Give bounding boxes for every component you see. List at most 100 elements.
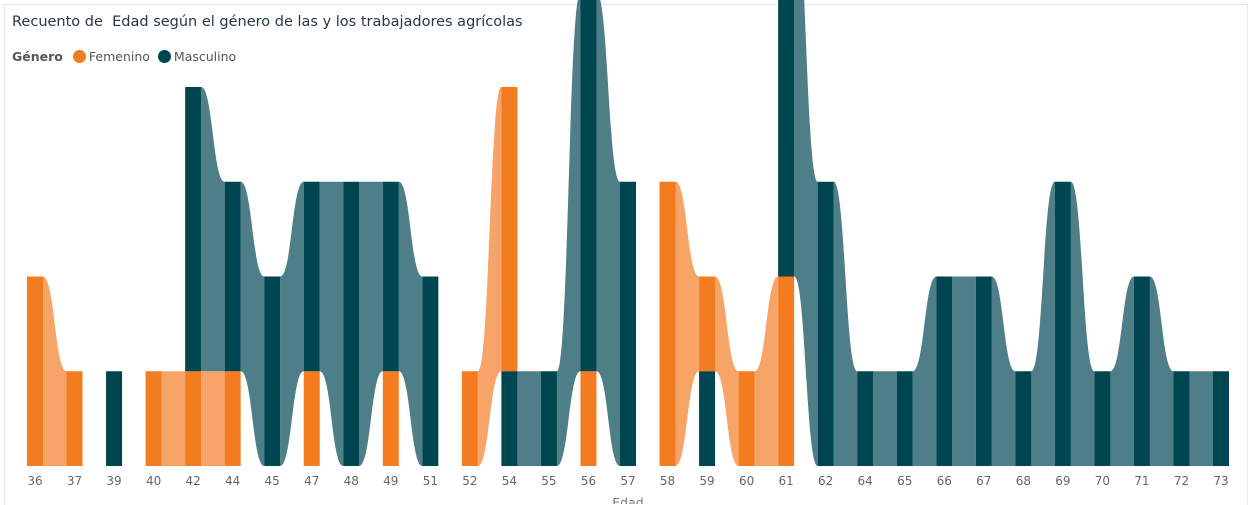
x-tick-label: 44 [225, 474, 240, 488]
bar-femenino-60[interactable] [738, 371, 755, 466]
ribbon-m-49-51 [398, 181, 423, 466]
ribbon-m-44-45 [240, 181, 265, 466]
bar-masculino-47[interactable] [303, 181, 320, 372]
ribbon-m-56-57 [596, 0, 620, 466]
bar-masculino-71[interactable] [1133, 276, 1150, 467]
ribbon-m-55-56 [556, 0, 581, 466]
bar-femenino-49[interactable] [382, 371, 399, 466]
x-tick-label: 47 [304, 474, 319, 488]
bar-masculino-48[interactable] [343, 181, 360, 466]
bar-masculino-66[interactable] [936, 276, 953, 467]
x-axis-label: Edad [612, 495, 643, 504]
x-tick-label: 42 [185, 474, 200, 488]
ribbon-m-54-55 [517, 371, 541, 466]
ribbon-m-65-66 [912, 276, 937, 466]
legend: Género Femenino Masculino [12, 49, 244, 64]
x-tick-label: 62 [818, 474, 833, 488]
ribbon-m-47-48 [319, 181, 344, 466]
ribbon-m-48-49 [359, 181, 383, 466]
ribbon-f-58-59 [675, 181, 700, 466]
ribbon-m-42-44 [201, 87, 225, 372]
bar-femenino-36[interactable] [27, 276, 43, 467]
x-tick-label: 49 [383, 474, 398, 488]
x-tick-label: 67 [976, 474, 991, 488]
ribbon-f-42-44 [201, 371, 225, 466]
bar-masculino-45[interactable] [264, 276, 281, 467]
ribbon-m-61-62 [794, 0, 818, 466]
ribbon-f-60-61 [754, 276, 779, 466]
ribbon-f-36-37 [43, 276, 67, 466]
bar-masculino-61[interactable] [778, 0, 795, 277]
ribbon-m-69-70 [1070, 181, 1095, 466]
bar-masculino-67[interactable] [975, 276, 992, 467]
bar-femenino-47[interactable] [303, 371, 320, 466]
ribbon-m-68-69 [1031, 181, 1055, 466]
x-tick-label: 68 [1016, 474, 1031, 488]
ribbon-f-40-42 [161, 371, 186, 466]
x-tick-label: 60 [739, 474, 754, 488]
x-tick-label: 61 [778, 474, 793, 488]
x-tick-label: 66 [937, 474, 952, 488]
bar-masculino-65[interactable] [896, 371, 913, 466]
ribbon-m-72-73 [1189, 371, 1213, 466]
ribbon-m-67-68 [991, 276, 1016, 466]
legend-item-femenino[interactable]: Femenino [72, 49, 150, 64]
bar-masculino-54[interactable] [501, 371, 518, 466]
bar-masculino-42[interactable] [185, 87, 202, 372]
x-axis-ticks: 36 37 39 40 42 44 45 47 48 49 51 52 54 55 56 57 58 59 60 61… [27, 474, 1228, 488]
x-tick-label: 72 [1174, 474, 1189, 488]
x-tick-label: 37 [67, 474, 82, 488]
bar-masculino-49[interactable] [382, 181, 399, 372]
bar-femenino-59[interactable] [699, 276, 716, 372]
bar-femenino-56[interactable] [580, 371, 597, 466]
ribbon-m-66-67 [952, 276, 976, 466]
legend-item-masculino[interactable]: Masculino [157, 49, 237, 64]
ribbon-f-59-60 [715, 276, 739, 466]
ribbon-f-52-54 [477, 87, 502, 466]
bar-femenino-42[interactable] [185, 371, 202, 466]
bar-femenino-40[interactable] [145, 371, 162, 466]
ribbons-layer [43, 0, 1213, 466]
bar-masculino-69[interactable] [1054, 181, 1071, 466]
bar-masculino-39[interactable] [106, 371, 123, 466]
bar-femenino-54[interactable] [501, 87, 518, 372]
x-tick-label: 59 [699, 474, 714, 488]
ribbon-m-45-47 [280, 181, 304, 466]
x-tick-label: 54 [502, 474, 517, 488]
bar-masculino-56[interactable] [580, 0, 597, 372]
x-tick-label: 58 [660, 474, 675, 488]
x-tick-label: 57 [620, 474, 635, 488]
ribbon-m-62-64 [833, 181, 858, 466]
legend-label-femenino: Femenino [88, 49, 150, 64]
bar-femenino-61[interactable] [778, 276, 795, 467]
bar-femenino-37[interactable] [66, 371, 83, 466]
x-tick-label: 36 [27, 474, 42, 488]
bar-femenino-44[interactable] [224, 371, 241, 466]
legend-swatch-femenino [72, 50, 86, 63]
legend-label-masculino: Masculino [173, 49, 237, 64]
bar-femenino-58[interactable] [659, 181, 676, 466]
x-tick-label: 55 [541, 474, 556, 488]
bar-masculino-55[interactable] [540, 371, 557, 466]
bar-masculino-51[interactable] [422, 276, 439, 467]
legend-swatch-masculino [157, 50, 171, 63]
x-tick-label: 40 [146, 474, 161, 488]
ribbon-m-64-65 [873, 371, 897, 466]
bar-masculino-44[interactable] [224, 181, 241, 372]
bar-masculino-57[interactable] [620, 181, 636, 466]
x-tick-label: 73 [1213, 474, 1228, 488]
x-tick-label: 69 [1055, 474, 1070, 488]
bar-masculino-59[interactable] [699, 371, 716, 466]
bar-masculino-62[interactable] [817, 181, 834, 466]
bar-femenino-52[interactable] [461, 371, 478, 466]
x-tick-label: 48 [344, 474, 359, 488]
bar-masculino-72[interactable] [1173, 371, 1190, 466]
bar-masculino-73[interactable] [1213, 371, 1229, 466]
bar-masculino-70[interactable] [1094, 371, 1111, 466]
bar-masculino-68[interactable] [1015, 371, 1032, 466]
x-tick-label: 51 [423, 474, 438, 488]
ribbon-m-70-71 [1110, 276, 1134, 466]
bar-masculino-64[interactable] [857, 371, 874, 466]
x-tick-label: 52 [462, 474, 477, 488]
legend-title: Género [12, 49, 63, 64]
